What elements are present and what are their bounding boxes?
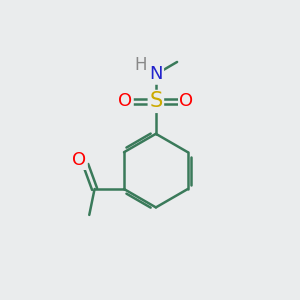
Text: O: O [72, 151, 86, 169]
Text: O: O [118, 92, 132, 110]
Text: O: O [179, 92, 194, 110]
Text: S: S [149, 92, 163, 111]
Text: N: N [149, 65, 163, 83]
Text: H: H [134, 56, 147, 74]
